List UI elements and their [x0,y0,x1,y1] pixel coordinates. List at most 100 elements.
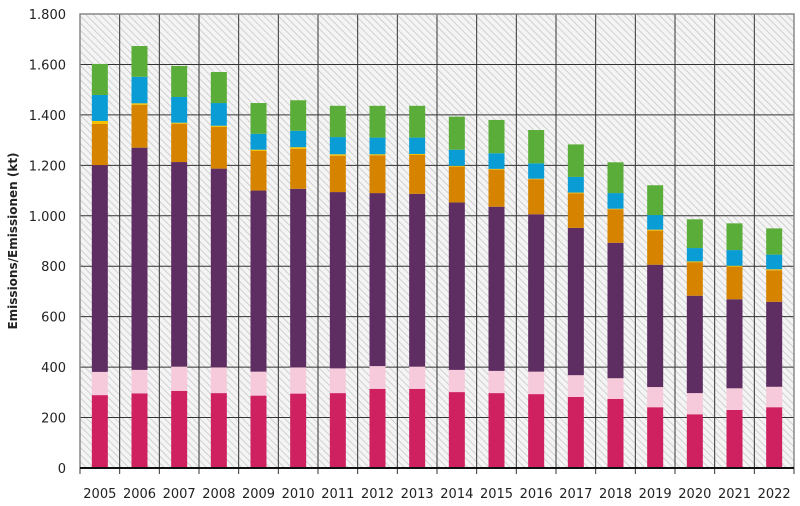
bar-segment-2011-series-2 [329,368,346,394]
x-tick-label: 2017 [559,487,592,502]
bar-segment-2019-series-6 [647,215,664,230]
bar-segment-2012-series-4 [369,155,386,194]
bar-segment-2021-series-7 [726,223,743,251]
bar-segment-2013-series-7 [409,105,426,138]
bar-segment-2005-series-7 [91,63,108,95]
bar-segment-2014-series-6 [448,149,465,166]
bar-segment-2011-series-7 [329,105,346,138]
bar-segment-2016-series-1 [528,394,545,468]
bar-segment-2020-series-7 [686,219,703,249]
x-tick-label: 2007 [163,487,196,502]
bar-segment-2021-series-6 [726,250,743,266]
bars [91,46,783,468]
grid [79,13,795,474]
bar-segment-2022-series-6 [766,254,783,270]
bar-segment-2005-series-4 [91,123,108,166]
bar-segment-2016-series-5 [528,178,545,180]
bar-segment-2007-series-5 [171,122,188,124]
bar-segment-2022-series-5 [766,269,783,271]
bar-segment-2020-series-1 [686,414,703,468]
bar-segment-2006-series-3 [131,147,148,370]
y-tick-label: 1.800 [29,8,66,23]
y-tick-label: 800 [41,260,66,275]
bar-segment-2006-series-5 [131,103,148,105]
bar-segment-2018-series-7 [607,162,624,194]
bar-segment-2013-series-1 [409,388,426,468]
bar-segment-2005-series-2 [91,371,108,396]
axes: 0 200 400 600 800 1.000 1.200 1.400 1.600 1.800 20… [29,8,794,502]
x-tick-label: 2021 [718,487,751,502]
bar-segment-2016-series-7 [528,130,545,164]
bar-segment-2011-series-3 [329,192,346,369]
bar-segment-2013-series-5 [409,153,426,155]
bar-segment-2008-series-5 [210,125,227,127]
bar-segment-2018-series-4 [607,209,624,243]
bar-segment-2017-series-7 [567,144,584,177]
x-tick-label: 2013 [401,487,434,502]
bar-segment-2013-series-3 [409,193,426,367]
bar-segment-2021-series-2 [726,388,743,410]
bar-segment-2009-series-5 [250,149,267,151]
bar-segment-2017-series-3 [567,227,584,376]
bar-segment-2008-series-2 [210,367,227,394]
bar-segment-2021-series-1 [726,409,743,468]
bar-segment-2021-series-4 [726,266,743,300]
bar-segment-2013-series-2 [409,366,426,389]
bar-segment-2022-series-2 [766,386,783,408]
bar-segment-2008-series-7 [210,72,227,104]
bar-segment-2012-series-6 [369,137,386,155]
bar-segment-2011-series-5 [329,154,346,156]
bar-segment-2016-series-2 [528,371,545,395]
bar-segment-2020-series-3 [686,295,703,394]
bar-segment-2012-series-3 [369,193,386,367]
x-tick-label: 2016 [520,487,553,502]
bar-segment-2010-series-4 [290,148,307,189]
bar-segment-2010-series-7 [290,100,307,131]
bar-segment-2019-series-3 [647,264,664,388]
bar-segment-2019-series-7 [647,185,664,216]
bar-segment-2012-series-1 [369,388,386,468]
bar-segment-2006-series-1 [131,393,148,468]
bar-segment-2019-series-4 [647,230,664,265]
x-tick-label: 2020 [678,487,711,502]
x-tick-label: 2019 [639,487,672,502]
bar-segment-2019-series-5 [647,229,664,231]
bar-segment-2011-series-4 [329,155,346,193]
y-axis-label: Emissions/Emissionen (kt) [6,152,20,329]
bar-segment-2006-series-4 [131,104,148,148]
bar-segment-2021-series-3 [726,299,743,389]
y-tick-label: 400 [41,361,66,376]
bar-segment-2010-series-1 [290,393,307,468]
bar-segment-2018-series-1 [607,398,624,468]
bar-segment-2010-series-5 [290,147,307,149]
bar-segment-2014-series-2 [448,369,465,393]
bar-segment-2007-series-1 [171,390,188,468]
bar-segment-2009-series-6 [250,133,267,150]
bar-segment-2010-series-3 [290,188,307,368]
bar-segment-2014-series-1 [448,392,465,468]
y-tick-label: 1.400 [29,109,66,124]
bar-segment-2015-series-6 [488,153,505,169]
bar-segment-2018-series-5 [607,208,624,210]
bar-segment-2011-series-1 [329,393,346,468]
bar-segment-2005-series-1 [91,395,108,468]
bar-segment-2009-series-7 [250,103,267,134]
bar-segment-2013-series-4 [409,154,426,194]
bar-segment-2008-series-4 [210,126,227,169]
bar-segment-2016-series-6 [528,163,545,179]
bar-segment-2009-series-4 [250,150,267,191]
bar-segment-2013-series-6 [409,137,426,154]
x-tick-label: 2006 [123,487,156,502]
x-tick-label: 2014 [440,487,473,502]
bar-segment-2010-series-6 [290,130,307,148]
bar-segment-2017-series-6 [567,176,584,193]
bar-segment-2015-series-4 [488,169,505,207]
bar-segment-2009-series-2 [250,371,267,396]
bar-segment-2018-series-3 [607,242,624,379]
bar-segment-2006-series-7 [131,46,148,77]
bar-segment-2022-series-1 [766,407,783,468]
bar-segment-2007-series-7 [171,65,188,97]
bar-segment-2011-series-6 [329,137,346,155]
bar-segment-2017-series-5 [567,192,584,194]
